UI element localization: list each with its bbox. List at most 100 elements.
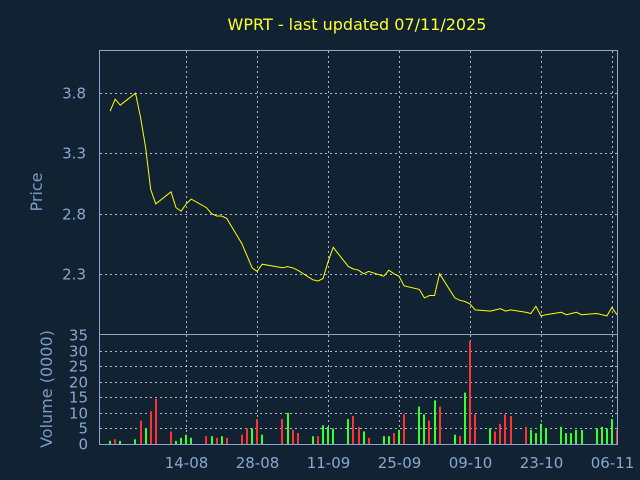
volume-y-tick-label: 0 [78,436,88,454]
volume-bar [398,430,400,444]
volume-bar [545,428,547,444]
volume-bar [540,423,542,444]
volume-bar [221,436,223,444]
price-y-tick-labels: 2.3 2.8 3.3 3.8 [62,85,86,284]
volume-bar [535,433,537,444]
price-y-tick-label: 3.3 [62,145,86,163]
volume-bars [109,341,618,444]
volume-bar [322,425,324,444]
volume-bar [150,411,152,444]
volume-bar [347,419,349,444]
volume-bar [560,426,562,444]
volume-bar [428,420,430,444]
volume-bar [474,414,476,444]
volume-bar [494,431,496,444]
volume-bar [155,398,157,444]
price-y-tick-label: 2.8 [62,206,86,224]
volume-bar [205,436,207,444]
volume-bar [358,426,360,444]
volume-bar [363,431,365,444]
volume-bar [134,439,136,444]
volume-y-tick-label: 30 [69,343,88,361]
volume-bar [352,416,354,444]
x-tick-label: 06-11 [591,454,635,472]
volume-bar [606,428,608,444]
volume-bar [418,406,420,444]
volume-bar [510,416,512,444]
volume-bar [403,414,405,444]
volume-bar [211,436,213,444]
volume-bar [251,428,253,444]
volume-bar [388,436,390,444]
x-tick-label: 28-08 [236,454,280,472]
volume-bar [489,428,491,444]
volume-bar [423,414,425,444]
x-tick-label: 11-09 [307,454,351,472]
volume-axis-label: Volume (0000) [37,330,56,448]
volume-bar [469,341,471,444]
volume-bar [261,434,263,444]
volume-bar [454,434,456,444]
volume-bar [216,437,218,444]
volume-bar [439,406,441,444]
volume-bar [114,439,116,444]
x-tick-labels: 14-08 28-08 11-09 25-09 09-10 23-10 06-11 [165,454,635,472]
volume-bar [434,400,436,444]
volume-bar [393,433,395,444]
x-tick-label: 25-09 [378,454,422,472]
volume-bar [525,426,527,444]
volume-bar [119,440,121,444]
volume-panel-frame [99,334,618,445]
volume-bar [145,428,147,444]
volume-bar [297,433,299,444]
volume-bar [601,426,603,444]
volume-y-tick-label: 25 [69,358,88,376]
price-gridlines [100,51,617,334]
price-y-tick-label: 2.3 [62,266,86,284]
x-tick-label: 09-10 [449,454,493,472]
volume-bar [175,440,177,444]
volume-bar [185,434,187,444]
volume-bar [109,440,111,444]
volume-bar [383,436,385,444]
volume-bar [241,434,243,444]
volume-bar [611,419,613,444]
volume-bar [570,433,572,444]
volume-bar [246,428,248,444]
price-y-tick-label: 3.8 [62,85,86,103]
volume-bar [292,430,294,444]
volume-y-tick-label: 35 [69,327,88,345]
volume-y-tick-label: 15 [69,389,88,407]
volume-bar [596,428,598,444]
volume-bar [581,430,583,444]
volume-bar [312,436,314,444]
x-tick-label: 23-10 [520,454,564,472]
volume-bar [281,419,283,444]
volume-y-tick-label: 10 [69,405,88,423]
volume-bar [575,430,577,444]
volume-bar [459,436,461,444]
volume-bar [170,431,172,444]
volume-bar [140,420,142,444]
price-panel-frame [99,50,618,335]
volume-bar [190,437,192,444]
volume-bar [499,423,501,444]
volume-bar [180,437,182,444]
price-axis-label: Price [27,172,46,211]
volume-bar [256,419,258,444]
volume-bar [317,436,319,444]
volume-bar [226,437,228,444]
volume-y-tick-label: 5 [78,420,88,438]
volume-bar [287,412,289,444]
volume-bar [504,414,506,444]
volume-bar [530,430,532,444]
x-tick-label: 14-08 [165,454,209,472]
volume-bar [368,437,370,444]
volume-bar [332,428,334,444]
price-series-line [109,92,618,317]
volume-y-tick-label: 20 [69,374,88,392]
volume-bar [565,433,567,444]
chart-title: WPRT - last updated 07/11/2025 [228,15,487,34]
